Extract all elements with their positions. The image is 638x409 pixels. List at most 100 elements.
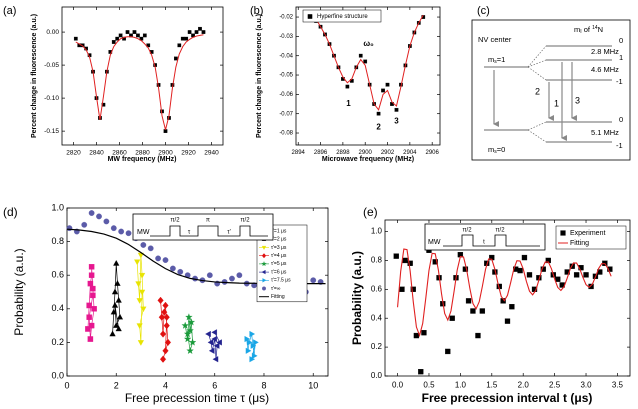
marker: [90, 285, 96, 292]
x-tick-label: 2.5: [549, 380, 561, 389]
marker: [198, 26, 202, 31]
panel: 0 2 4 6 8 10 0.0 0.2 0.4 0.6 0.8 1.0 τ'=1 μs τ'=2 μs τ…: [3, 202, 329, 405]
pulse-inset: MW π/2 t π/2: [424, 223, 546, 251]
pulse-label: MW: [428, 239, 441, 246]
x-tick-label: 2900: [359, 150, 373, 156]
pulse-inset: MW π/2 τ π τ' π/2: [132, 213, 274, 241]
marker: [201, 30, 206, 34]
level-label: 0: [619, 36, 623, 45]
marker: [573, 272, 580, 278]
marker: [142, 33, 147, 38]
panel-label: (c): [477, 5, 490, 17]
pulse-label: π/2: [170, 218, 180, 224]
marker: [413, 332, 420, 339]
marker: [418, 369, 424, 375]
x-tick-label: 2902: [381, 150, 395, 156]
marker: [607, 266, 613, 272]
marker: [363, 59, 368, 64]
marker: [521, 254, 528, 261]
arrows: [493, 62, 577, 141]
marker: [394, 107, 399, 112]
y-tick-label: 0.6: [51, 270, 64, 280]
marker: [136, 298, 143, 304]
marker: [583, 272, 589, 278]
marker: [113, 322, 120, 328]
marker: [358, 53, 363, 58]
marker: [181, 321, 189, 329]
ms0-label: ms=0: [488, 145, 505, 155]
y-tick-label: 0.2: [51, 337, 64, 347]
marker: [132, 30, 137, 34]
marker: [87, 336, 94, 342]
marker: [262, 278, 267, 283]
marker: [310, 277, 317, 284]
legend-label: τ'=4 μs: [271, 253, 287, 259]
y-tick-label: -0.06: [279, 92, 293, 98]
marker: [183, 335, 192, 343]
y-tick-label: 0.4: [51, 303, 64, 313]
marker: [136, 323, 143, 330]
marker: [147, 245, 154, 252]
marker: [163, 321, 170, 330]
marker: [111, 288, 119, 295]
x-tick-label: 10: [308, 380, 318, 390]
marker: [307, 14, 313, 19]
y-tick-label: -0.02: [279, 15, 293, 21]
marker: [161, 308, 168, 316]
marker: [207, 339, 214, 346]
marker: [125, 30, 130, 34]
marker: [157, 296, 164, 305]
annotation: 2: [376, 122, 381, 131]
x-tick-label: 3.0: [580, 380, 592, 389]
marker: [173, 56, 178, 61]
marker: [101, 102, 106, 107]
marker: [526, 272, 533, 278]
x-tick-label: 6: [212, 380, 217, 390]
marker: [376, 111, 381, 116]
marker: [261, 253, 267, 259]
marker: [187, 318, 196, 326]
y-axis-label: Percent change in fluorescence (a.u.): [31, 14, 38, 138]
level-label: -1: [616, 141, 623, 150]
marker: [470, 308, 476, 314]
marker: [135, 281, 142, 288]
marker: [187, 30, 192, 34]
text: =1: [497, 55, 506, 64]
y-tick-label: -0.04: [279, 53, 293, 59]
marker: [116, 313, 124, 320]
text: m: [488, 55, 494, 64]
annotation: 1: [346, 99, 351, 108]
x-tick-label: 1.0: [455, 380, 467, 389]
x-axis-label: Free precession interval t (μs): [422, 391, 593, 405]
marker: [381, 88, 385, 93]
marker: [421, 330, 427, 336]
marker: [113, 260, 120, 266]
y-axis-label: Probability (a.u.): [12, 248, 26, 335]
legend-label: Fitting: [570, 240, 589, 247]
x-tick-label: 2840: [89, 150, 104, 157]
y-tick-label: 0.4: [371, 313, 383, 322]
fit-line: [315, 14, 424, 111]
marker: [261, 261, 267, 267]
x-tick-label: 2820: [66, 150, 81, 157]
marker: [159, 330, 167, 338]
panel: 2820 2840 2860 2880 2900 2920 2940 -0.15 -0.10 -0…: [3, 5, 224, 163]
marker: [246, 339, 253, 346]
x-tick-label: 2940: [204, 150, 219, 157]
pulse-label: π: [206, 218, 210, 224]
marker: [205, 330, 211, 338]
x-axis-label: Free precession time τ (μs): [125, 391, 269, 405]
connector: [527, 45, 547, 143]
x-tick-label: 2896: [314, 150, 328, 156]
marker: [245, 347, 252, 354]
marker: [125, 230, 132, 237]
y-tick-label: 0.8: [51, 236, 64, 246]
marker: [111, 302, 119, 308]
splitting-label: 2.8 MHz: [591, 47, 619, 56]
marker: [410, 286, 416, 292]
x-tick-label: 2860: [112, 150, 127, 157]
marker: [211, 329, 217, 336]
marker: [399, 286, 405, 292]
marker: [138, 289, 146, 296]
marker: [90, 292, 96, 299]
